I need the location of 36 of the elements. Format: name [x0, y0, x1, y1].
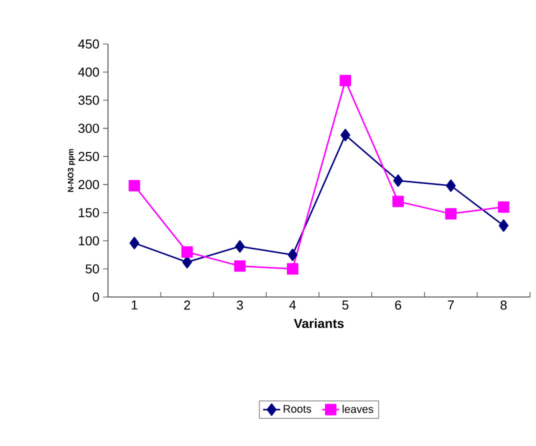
x-tick-label: 7: [448, 300, 454, 310]
point: [393, 174, 403, 187]
x-tick-label: 5: [342, 300, 348, 310]
point: [128, 180, 140, 192]
y-tick-label: 250: [78, 152, 99, 162]
point: [234, 260, 246, 272]
point: [288, 248, 298, 262]
x-tick-label: 2: [184, 300, 190, 310]
y-tick-label: 50: [86, 264, 99, 274]
point: [286, 263, 298, 275]
y-tick-label: 200: [78, 180, 99, 190]
y-tick-label: 400: [78, 68, 99, 77]
point: [130, 236, 140, 250]
x-tick-label: 4: [289, 300, 296, 310]
point: [392, 196, 404, 208]
x-tick-label: 6: [395, 300, 402, 310]
legend-label: leaves: [342, 404, 374, 413]
point: [498, 219, 508, 232]
y-tick-label: 450: [78, 39, 99, 49]
y-tick-label: 150: [78, 208, 99, 218]
point: [446, 179, 456, 192]
point: [181, 246, 193, 258]
point: [340, 128, 350, 142]
x-tick-label: 8: [500, 300, 507, 310]
y-tick-label: 0: [92, 292, 99, 302]
point: [445, 208, 457, 220]
y-tick-label: 350: [78, 96, 99, 105]
x-tick-label: 3: [236, 300, 243, 310]
legend-label: Roots: [284, 405, 312, 413]
y-tick-label: 300: [78, 124, 99, 133]
x-tick-label: 1: [132, 300, 138, 310]
point: [340, 74, 352, 86]
x-axis-title: Variants: [294, 318, 344, 328]
point: [498, 201, 510, 213]
point: [235, 240, 245, 253]
y-tick-label: 100: [78, 236, 99, 246]
